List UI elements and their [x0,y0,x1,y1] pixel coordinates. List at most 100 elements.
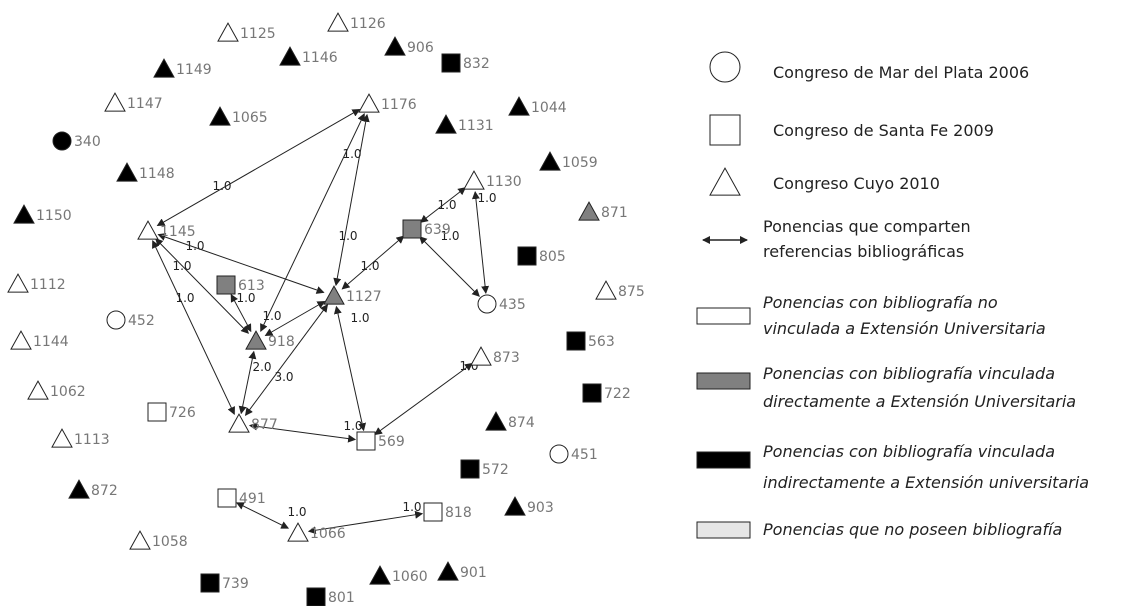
legend-item: Ponencias que no poseen bibliografía [696,520,1062,539]
node-1127[interactable]: 1127 [323,285,382,305]
node-triangle-icon [228,413,250,433]
legend-item: Congreso de Santa Fe 2009 [709,114,994,146]
node-569[interactable]: 569 [356,431,405,451]
node-square-icon [423,502,443,522]
node-906[interactable]: 906 [384,36,434,56]
node-triangle-icon [358,93,380,113]
node-1150[interactable]: 1150 [13,204,72,224]
edge-label: 1.0 [402,500,421,514]
node-label: 873 [493,350,520,366]
node-label: 1060 [392,569,428,585]
node-triangle-icon [463,170,485,190]
node-613[interactable]: 613 [216,275,265,295]
node-triangle-icon [485,411,507,431]
node-572[interactable]: 572 [460,459,509,479]
node-label: 906 [407,40,434,56]
legend-label: Ponencias que no poseen bibliografía [763,520,1062,539]
node-340[interactable]: 340 [52,131,101,151]
node-1112[interactable]: 1112 [7,273,66,293]
node-1066[interactable]: 1066 [287,522,346,542]
node-1059[interactable]: 1059 [539,151,598,171]
node-639[interactable]: 639 [402,219,451,239]
node-1148[interactable]: 1148 [116,162,175,182]
node-805[interactable]: 805 [517,246,566,266]
node-label: 726 [169,405,196,421]
node-875[interactable]: 875 [595,280,645,300]
node-801[interactable]: 801 [306,587,355,606]
legend-rect-black-swatch [696,451,751,469]
node-triangle-icon [504,496,526,516]
node-circle-icon [549,444,569,464]
node-832[interactable]: 832 [441,53,490,73]
node-triangle-icon [578,201,600,221]
nodes: 1125 1126 1146 906 832 1149 1147 1065 1176 1044 11… [7,12,645,606]
node-1146[interactable]: 1146 [279,46,338,66]
node-1044[interactable]: 1044 [508,96,567,116]
legend-item: Ponencias que comparten referencias bibli… [702,217,971,261]
node-871[interactable]: 871 [578,201,628,221]
node-triangle-icon [323,285,345,305]
node-1130[interactable]: 1130 [463,170,522,190]
legend-label: Congreso Cuyo 2010 [773,174,940,193]
legend-item: Congreso de Mar del Plata 2006 [709,51,1029,83]
legend-label: vinculada a Extensión Universitaria [763,319,1046,338]
node-label: 818 [445,505,472,521]
node-874[interactable]: 874 [485,411,535,431]
node-triangle-icon [539,151,561,171]
node-label: 435 [499,297,526,313]
node-circle-icon [106,310,126,330]
node-label: 1146 [302,50,338,66]
node-label: 572 [482,462,509,478]
node-1145[interactable]: 1145 [137,220,196,240]
node-1065[interactable]: 1065 [209,106,268,126]
node-1126[interactable]: 1126 [327,12,386,32]
node-square-icon [147,402,167,422]
node-435[interactable]: 435 [477,294,526,314]
node-1176[interactable]: 1176 [358,93,417,113]
node-1144[interactable]: 1144 [10,330,69,350]
node-square-icon [441,53,461,73]
node-1060[interactable]: 1060 [369,565,428,585]
node-label: 877 [251,417,278,433]
node-563[interactable]: 563 [566,331,615,351]
edge-label: 1.0 [212,179,231,193]
edge-label: 2.0 [252,360,271,374]
node-label: 1112 [30,277,66,293]
node-1149[interactable]: 1149 [153,58,212,78]
node-722[interactable]: 722 [582,383,631,403]
edge-1130-435 [471,190,490,295]
node-1131[interactable]: 1131 [435,114,494,134]
node-739[interactable]: 739 [200,573,249,593]
node-label: 1130 [486,174,522,190]
node-1113[interactable]: 1113 [51,428,110,448]
edge-1127-639 [341,235,405,290]
legend-item: Congreso Cuyo 2010 [709,167,940,196]
node-label: 569 [378,434,405,450]
node-726[interactable]: 726 [147,402,196,422]
node-918[interactable]: 918 [245,330,295,350]
node-square-icon [306,587,326,606]
node-872[interactable]: 872 [68,479,118,499]
node-triangle-icon [153,58,175,78]
edge-877-1127 [244,304,329,416]
node-873[interactable]: 873 [470,346,520,366]
node-1062[interactable]: 1062 [27,380,86,400]
node-451[interactable]: 451 [549,444,598,464]
edge-label: 1.0 [175,291,194,305]
node-label: 903 [527,500,554,516]
node-901[interactable]: 901 [437,561,487,581]
node-square-icon [356,431,376,451]
legend-label: Congreso de Mar del Plata 2006 [773,63,1029,82]
node-491[interactable]: 491 [217,488,266,508]
legend-label: Ponencias con bibliografía vinculada [763,364,1055,383]
node-903[interactable]: 903 [504,496,554,516]
node-triangle-icon [287,522,309,542]
node-1058[interactable]: 1058 [129,530,188,550]
node-1147[interactable]: 1147 [104,92,163,112]
node-877[interactable]: 877 [228,413,278,433]
node-818[interactable]: 818 [423,502,472,522]
node-1125[interactable]: 1125 [217,22,276,42]
edge-label: 1.0 [477,191,496,205]
node-452[interactable]: 452 [106,310,155,330]
node-label: 1131 [458,118,494,134]
